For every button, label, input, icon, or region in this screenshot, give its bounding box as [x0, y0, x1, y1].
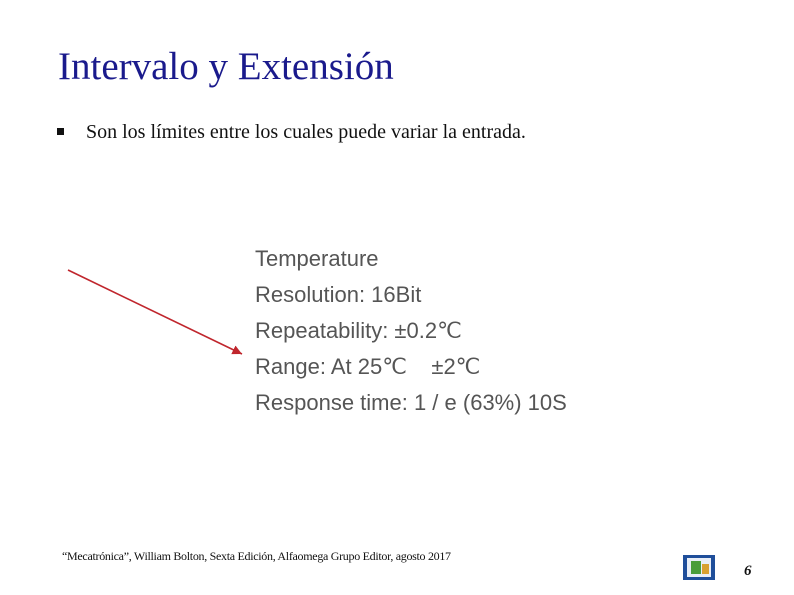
nav-icon	[683, 555, 715, 580]
slide-title: Intervalo y Extensión	[58, 45, 394, 88]
spec-line: Range: At 25℃ ±2℃	[255, 354, 481, 379]
spec-line: Resolution: 16Bit	[255, 282, 422, 307]
spec-line: Repeatability: ±0.2℃	[255, 318, 462, 343]
arrow	[67, 269, 243, 355]
spec-line: Temperature	[255, 246, 379, 271]
bullet-marker	[57, 128, 64, 135]
bullet-text: Son los límites entre los cuales puede v…	[86, 121, 526, 143]
spec-line: Response time: 1 / e (63%) 10S	[255, 390, 567, 415]
page-number: 6	[744, 563, 752, 579]
citation: “Mecatrónica”, William Bolton, Sexta Edi…	[62, 549, 451, 563]
